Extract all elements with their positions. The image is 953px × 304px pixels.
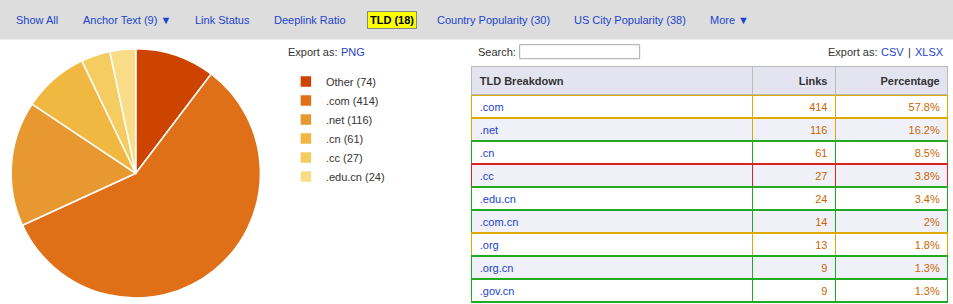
- svg-text:1.3%: 1.3%: [915, 262, 940, 274]
- svg-text:Export as:: Export as:: [288, 46, 338, 58]
- svg-text:9: 9: [821, 262, 827, 274]
- svg-text:.gov.cn: .gov.cn: [480, 285, 515, 297]
- svg-text:.cc (27): .cc (27): [326, 152, 363, 164]
- svg-text:16.2%: 16.2%: [909, 124, 940, 136]
- svg-text:Deeplink Ratio: Deeplink Ratio: [274, 14, 346, 26]
- svg-text:14: 14: [815, 216, 827, 228]
- svg-text:Link Status: Link Status: [195, 14, 250, 26]
- svg-text:24: 24: [815, 193, 827, 205]
- svg-text:Anchor Text (9) ▼: Anchor Text (9) ▼: [83, 14, 171, 26]
- svg-text:9: 9: [821, 285, 827, 297]
- svg-text:8.5%: 8.5%: [915, 147, 940, 159]
- svg-text:57.8%: 57.8%: [909, 101, 940, 113]
- svg-text:Export as:: Export as:: [828, 46, 878, 58]
- svg-text:More ▼: More ▼: [710, 14, 749, 26]
- svg-text:Country Popularity (30): Country Popularity (30): [437, 14, 550, 26]
- svg-text:1.8%: 1.8%: [915, 239, 940, 251]
- svg-text:.cn (61): .cn (61): [326, 133, 363, 145]
- svg-text:.cn: .cn: [480, 147, 495, 159]
- svg-text:XLSX: XLSX: [915, 46, 944, 58]
- svg-text:Other (74): Other (74): [326, 76, 376, 88]
- svg-text:3.8%: 3.8%: [915, 170, 940, 182]
- svg-text:Search:: Search:: [478, 46, 516, 58]
- svg-text:.cc: .cc: [480, 170, 495, 182]
- svg-text:13: 13: [815, 239, 827, 251]
- svg-text:.net (116): .net (116): [326, 114, 372, 126]
- svg-text:.com (414): .com (414): [326, 95, 379, 107]
- svg-text:US City Popularity (38): US City Popularity (38): [574, 14, 686, 26]
- svg-text:Show All: Show All: [16, 14, 58, 26]
- svg-text:|: |: [908, 46, 911, 58]
- svg-text:.edu.cn (24): .edu.cn (24): [326, 171, 385, 183]
- svg-text:.net: .net: [480, 124, 498, 136]
- svg-text:.org: .org: [480, 239, 499, 251]
- svg-text:61: 61: [815, 147, 827, 159]
- svg-text:PNG: PNG: [341, 46, 365, 58]
- svg-text:116: 116: [810, 124, 828, 136]
- svg-text:414: 414: [809, 101, 827, 113]
- svg-text:3.4%: 3.4%: [915, 193, 940, 205]
- svg-text:TLD (18): TLD (18): [370, 14, 414, 26]
- svg-text:27: 27: [815, 170, 827, 182]
- svg-text:1.3%: 1.3%: [915, 285, 940, 297]
- svg-text:Percentage: Percentage: [880, 75, 939, 87]
- svg-text:CSV: CSV: [881, 46, 904, 58]
- svg-text:TLD Breakdown: TLD Breakdown: [480, 75, 564, 87]
- svg-text:Links: Links: [799, 75, 828, 87]
- svg-text:2%: 2%: [924, 216, 940, 228]
- svg-text:.org.cn: .org.cn: [480, 262, 514, 274]
- svg-text:.edu.cn: .edu.cn: [480, 193, 516, 205]
- svg-text:.com: .com: [480, 101, 504, 113]
- svg-text:.com.cn: .com.cn: [480, 216, 519, 228]
